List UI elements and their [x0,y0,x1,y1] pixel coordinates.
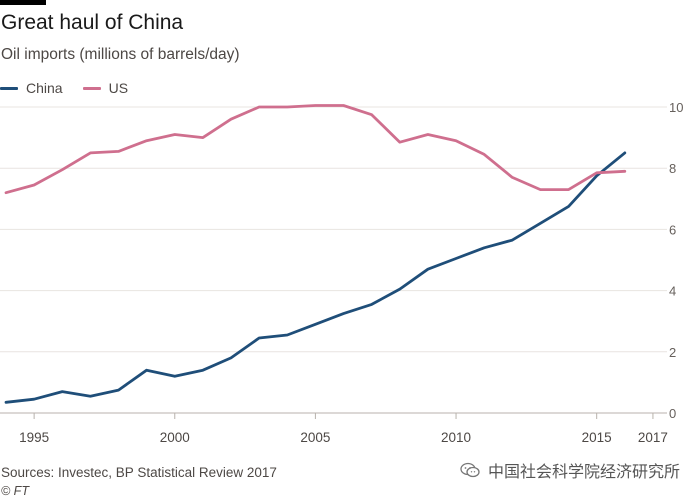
legend: China US [0,78,148,98]
x-tick-label-1995: 1995 [19,430,49,445]
y-tick-label-10: 10 [669,100,683,115]
x-tick-label-2017: 2017 [638,430,668,445]
x-tick-label-2000: 2000 [160,430,190,445]
y-tick-label-0: 0 [669,406,676,421]
legend-item-us: US [82,80,129,96]
chart-title: Great haul of China [1,11,184,34]
chart-subtitle: Oil imports (millions of barrels/day) [1,46,240,63]
y-tick-label-2: 2 [669,345,676,360]
legend-swatch-us [82,86,101,90]
source-note: Sources: Investec, BP Statistical Review… [1,465,277,480]
legend-label-us: US [108,80,129,96]
wechat-icon [460,462,480,478]
y-tick-label-6: 6 [669,222,676,237]
x-tick-label-2005: 2005 [300,430,330,445]
legend-item-china: China [0,80,63,96]
watermark: 中国社会科学院经济研究所 [460,458,680,482]
series-line-china [4,151,627,404]
x-tick-label-2015: 2015 [582,430,612,445]
line-chart: 0 2 4 6 8 10 1995 2000 2005 2010 2015 2017 [0,100,683,445]
y-tick-label-8: 8 [669,161,676,176]
legend-swatch-china [0,86,18,90]
legend-label-china: China [26,80,63,96]
watermark-text: 中国社会科学院经济研究所 [487,464,680,481]
y-tick-label-4: 4 [669,284,676,299]
series-line-us [4,104,627,195]
x-tick-label-2010: 2010 [441,430,471,445]
ft-top-bar [0,0,46,5]
credit-note: © FT [1,484,29,498]
